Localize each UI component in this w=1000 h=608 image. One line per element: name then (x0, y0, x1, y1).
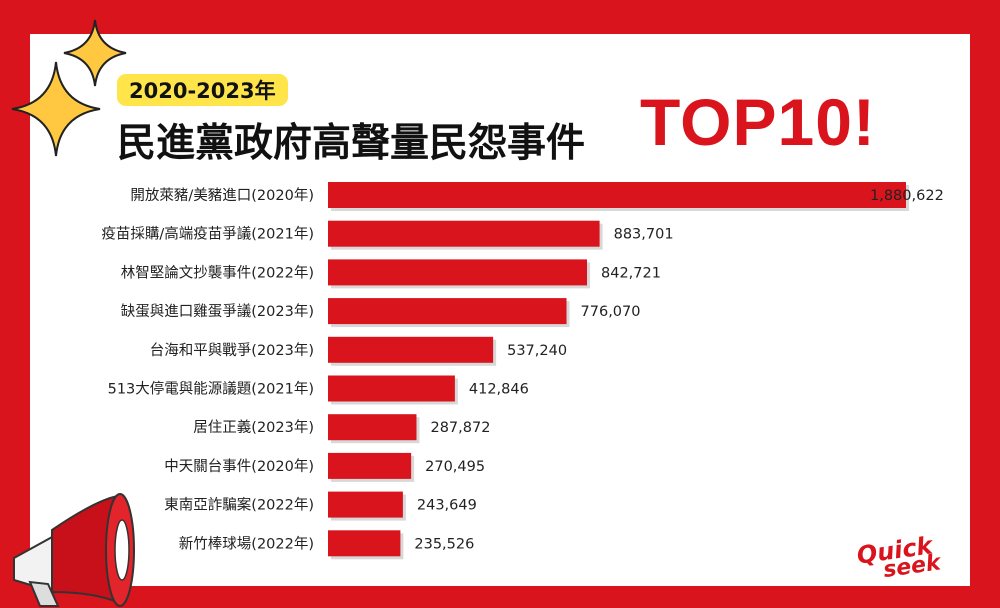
sparkle-icon (11, 61, 101, 157)
category-label: 台海和平與戰爭(2023年) (150, 342, 314, 359)
value-label: 842,721 (601, 265, 661, 281)
category-label: 缺蛋與進口雞蛋爭議(2023年) (121, 302, 314, 320)
bar (328, 530, 401, 557)
value-label: 1,880,622 (870, 188, 944, 204)
value-label: 883,701 (614, 227, 674, 243)
bar (328, 336, 494, 363)
page-title: 民進黨政府高聲量民怨事件 (117, 121, 586, 166)
category-label: 林智堅論文抄襲事件(2022年) (121, 264, 314, 281)
category-label: 開放萊豬/美豬進口(2020年) (130, 187, 314, 204)
bar (328, 182, 906, 208)
value-label: 270,495 (425, 459, 485, 475)
value-label: 412,846 (469, 382, 529, 398)
value-label: 243,649 (417, 498, 477, 514)
value-label: 776,070 (581, 304, 641, 320)
bar (328, 220, 600, 247)
value-label: 235,526 (414, 536, 474, 552)
value-label: 287,872 (430, 420, 490, 436)
category-label: 東南亞詐騙案(2022年) (164, 496, 314, 514)
bar (328, 375, 455, 402)
bar (328, 259, 588, 286)
title-highlight: TOP10! (640, 85, 876, 159)
year-badge: 2020-2023年 (117, 74, 288, 106)
sparkle-icon (63, 19, 127, 87)
category-label: 疫苗採購/高端疫苗爭議(2021年) (101, 225, 314, 243)
megaphone-icon (13, 493, 135, 607)
category-label: 居住正義(2023年) (193, 419, 314, 436)
bar (328, 452, 412, 479)
bar (328, 298, 567, 325)
bar (328, 491, 403, 518)
bar (328, 414, 417, 441)
category-label: 中天關台事件(2020年) (164, 458, 314, 475)
value-label: 537,240 (507, 343, 567, 359)
category-label: 513大停電與能源議題(2021年) (108, 380, 314, 398)
category-label: 新竹棒球場(2022年) (179, 535, 314, 552)
